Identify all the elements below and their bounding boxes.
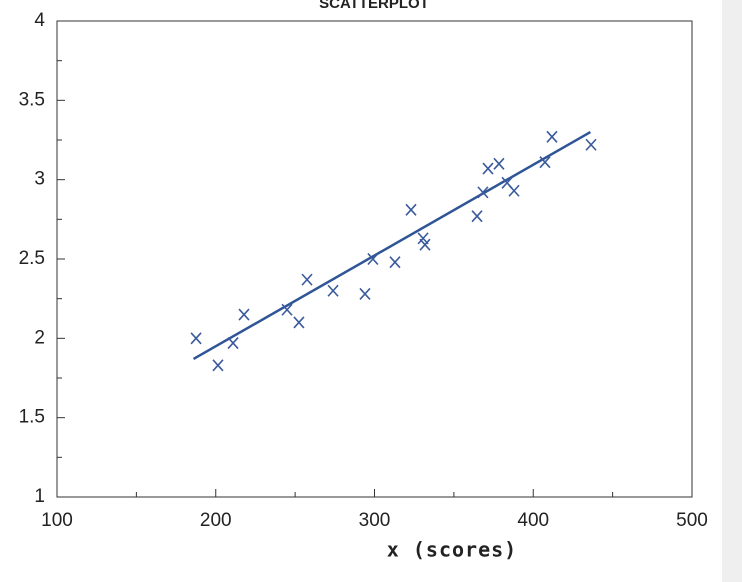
point [477, 186, 489, 199]
x-tick-label: 400 [517, 510, 549, 531]
point-stroke [227, 337, 239, 350]
side-panel [722, 0, 742, 582]
trend-line [192, 130, 592, 361]
point-stroke [238, 308, 250, 321]
x-tick-label: 200 [200, 510, 232, 531]
point-stroke [501, 176, 513, 189]
point-stroke [405, 203, 417, 216]
point [190, 332, 202, 345]
point [493, 157, 505, 170]
point [227, 337, 239, 350]
point [327, 284, 339, 297]
point-stroke [359, 287, 371, 300]
point [281, 303, 293, 316]
point-stroke [281, 303, 293, 316]
point-stroke [546, 130, 558, 143]
x-tick-label: 500 [676, 510, 708, 531]
y-tick-label: 1.5 [19, 407, 45, 428]
y-tick-label: 4 [34, 10, 45, 31]
point-stroke [190, 332, 202, 345]
point [482, 162, 494, 175]
point-stroke [389, 256, 401, 269]
point [471, 210, 483, 223]
point-stroke [212, 359, 224, 372]
point-stroke [493, 157, 505, 170]
point-stroke [367, 252, 379, 266]
point [293, 316, 305, 329]
point [539, 156, 551, 169]
point-stroke [585, 138, 597, 151]
point [359, 287, 371, 300]
point-stroke [327, 284, 339, 297]
chart-title: SCATTERPLOT [319, 0, 429, 12]
point-stroke [477, 186, 489, 199]
point-stroke [539, 156, 551, 169]
point [301, 273, 313, 286]
point-stroke [471, 210, 483, 223]
plot-frame [56, 20, 693, 498]
point [238, 308, 250, 321]
x-axis-label: x (scores) [387, 538, 517, 562]
y-tick-label: 3.5 [19, 89, 45, 110]
point [389, 256, 401, 269]
y-tick-label: 1 [34, 486, 45, 507]
point [585, 138, 597, 151]
y-tick-label: 2.5 [19, 248, 45, 269]
point-stroke [301, 273, 313, 286]
point-stroke [508, 184, 520, 197]
y-tick-label: 2 [34, 327, 45, 348]
point [212, 359, 224, 372]
point [546, 130, 558, 143]
point [367, 252, 379, 266]
y-tick-label: 3 [34, 169, 45, 190]
point [405, 203, 417, 216]
point-stroke [419, 238, 431, 251]
point-stroke [482, 162, 494, 175]
point-stroke [417, 232, 429, 245]
point [508, 184, 520, 197]
x-tick-label: 300 [359, 510, 391, 531]
point-stroke [293, 316, 305, 329]
point [419, 238, 431, 251]
x-tick-label: 100 [41, 510, 73, 531]
